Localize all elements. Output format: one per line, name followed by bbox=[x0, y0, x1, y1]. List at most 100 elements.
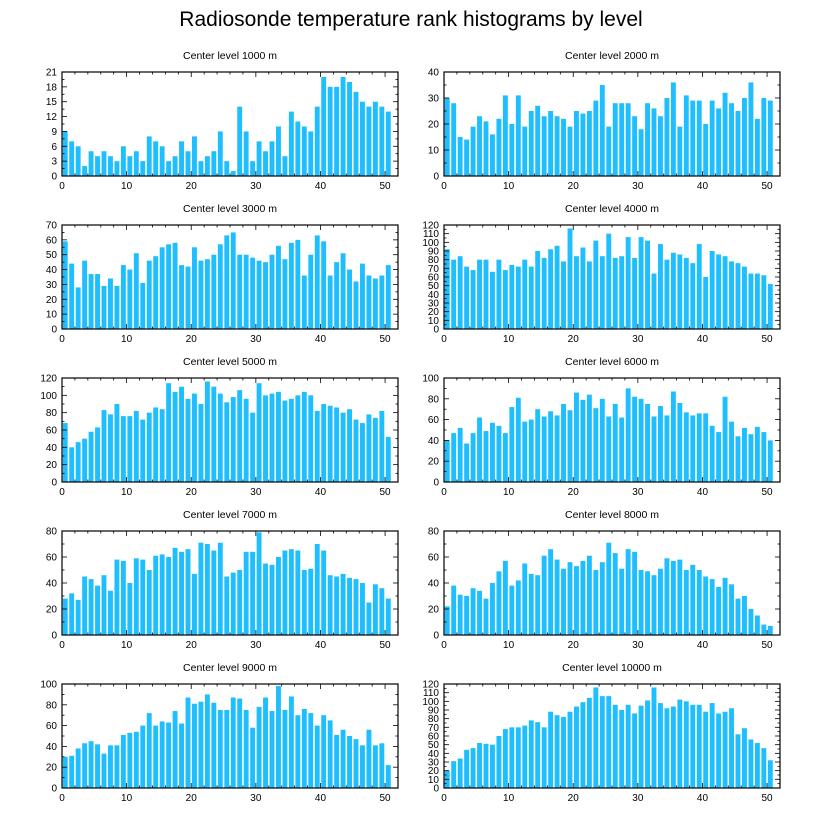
bar bbox=[606, 233, 612, 329]
bar bbox=[327, 275, 333, 329]
bar bbox=[593, 408, 599, 482]
bar bbox=[224, 402, 230, 482]
bar bbox=[243, 131, 249, 176]
bar bbox=[754, 273, 760, 329]
bar bbox=[599, 696, 605, 788]
bar bbox=[140, 161, 146, 176]
bar bbox=[502, 729, 508, 788]
bar bbox=[632, 551, 638, 635]
bar bbox=[360, 745, 365, 788]
bar bbox=[470, 126, 476, 176]
bar bbox=[709, 579, 715, 635]
x-tick-label: 20 bbox=[568, 640, 580, 651]
y-tick-label: 10 bbox=[428, 316, 440, 327]
x-tick-label: 30 bbox=[250, 181, 262, 192]
bar bbox=[327, 86, 333, 176]
bar bbox=[217, 393, 223, 482]
bar bbox=[658, 116, 663, 176]
y-tick-label: 100 bbox=[422, 238, 439, 249]
bar bbox=[457, 427, 463, 482]
bar bbox=[108, 590, 113, 635]
bar bbox=[120, 146, 126, 176]
x-tick-label: 40 bbox=[697, 793, 709, 804]
y-tick-label: 60 bbox=[428, 732, 440, 743]
bar bbox=[314, 235, 320, 329]
bar bbox=[535, 105, 541, 176]
bar bbox=[761, 432, 767, 482]
panel-4: Center level 4000 m0 10 20 30 40 500102030405… bbox=[422, 203, 781, 345]
bar bbox=[599, 256, 605, 329]
bar bbox=[761, 275, 767, 329]
bar bbox=[327, 405, 333, 482]
bar bbox=[658, 244, 663, 329]
bar bbox=[101, 753, 107, 788]
bar bbox=[269, 141, 275, 176]
bar bbox=[742, 728, 747, 788]
bar bbox=[632, 713, 638, 788]
bar bbox=[224, 576, 230, 635]
bar bbox=[360, 423, 365, 482]
bar bbox=[735, 598, 741, 635]
bar bbox=[82, 438, 88, 482]
bar bbox=[502, 433, 508, 482]
bar bbox=[133, 731, 139, 788]
bar bbox=[548, 711, 554, 788]
bar bbox=[515, 95, 521, 176]
x-tick-label: 50 bbox=[762, 181, 774, 192]
bar bbox=[62, 131, 68, 176]
bar bbox=[658, 568, 663, 635]
y-tick-label: 20 bbox=[46, 763, 58, 774]
bar bbox=[638, 705, 644, 788]
x-tick-label: 40 bbox=[697, 640, 709, 651]
x-tick-label: 50 bbox=[762, 487, 774, 498]
bar bbox=[379, 743, 385, 788]
bar bbox=[541, 416, 547, 482]
bar bbox=[483, 598, 489, 635]
bar bbox=[599, 562, 605, 635]
y-tick-label: 100 bbox=[422, 697, 439, 708]
x-tick-label: 0 bbox=[441, 334, 447, 345]
bar bbox=[664, 259, 670, 329]
bar bbox=[729, 261, 734, 329]
bar bbox=[385, 111, 391, 176]
bar bbox=[224, 710, 230, 788]
bar bbox=[301, 275, 307, 329]
x-tick-label: 40 bbox=[697, 487, 709, 498]
bar bbox=[75, 748, 81, 788]
bar bbox=[321, 550, 327, 635]
y-tick-label: 50 bbox=[428, 740, 440, 751]
bar bbox=[625, 549, 631, 635]
bar bbox=[554, 415, 560, 482]
y-tick-label: 40 bbox=[428, 290, 440, 301]
y-tick-label: 60 bbox=[428, 553, 440, 564]
bar bbox=[179, 141, 184, 176]
bar bbox=[263, 262, 268, 329]
bar bbox=[677, 559, 683, 635]
x-tick-label: 10 bbox=[503, 181, 515, 192]
bar bbox=[496, 571, 502, 635]
panel-title: Center level 6000 m bbox=[565, 356, 659, 368]
bar bbox=[735, 111, 741, 176]
bar bbox=[593, 100, 599, 176]
bar bbox=[146, 713, 152, 788]
bar bbox=[567, 711, 573, 788]
bar bbox=[690, 415, 696, 482]
bar bbox=[269, 564, 275, 635]
x-tick-label: 30 bbox=[632, 334, 644, 345]
y-tick-label: 80 bbox=[428, 527, 440, 538]
y-tick-label: 30 bbox=[428, 94, 440, 105]
x-tick-label: 50 bbox=[380, 181, 392, 192]
y-tick-label: 20 bbox=[428, 120, 440, 131]
bar bbox=[716, 713, 722, 788]
bar bbox=[140, 725, 146, 788]
bar bbox=[742, 596, 747, 635]
y-tick-label: 60 bbox=[46, 721, 58, 732]
bar bbox=[683, 412, 689, 482]
bar bbox=[75, 287, 81, 329]
panel-2: Center level 2000 m 0 10 20 30 40 50 0 10 20 30 40 bbox=[428, 50, 781, 192]
bar bbox=[314, 106, 320, 176]
bar bbox=[114, 559, 120, 635]
y-tick-label: 60 bbox=[46, 553, 58, 564]
bar bbox=[230, 397, 236, 482]
bar bbox=[690, 263, 696, 329]
